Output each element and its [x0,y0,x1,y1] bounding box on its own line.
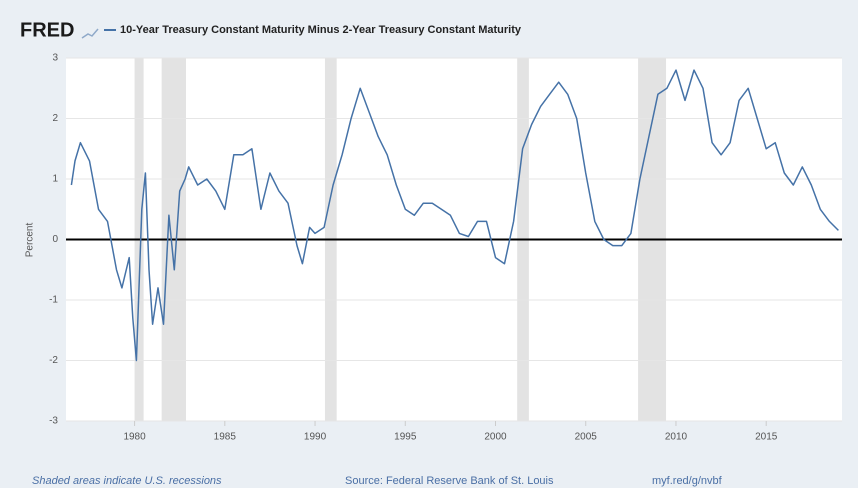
x-tick-label: 1995 [394,432,417,443]
y-tick-label: -1 [49,295,58,306]
data-line [70,69,839,362]
x-tick-label: 2005 [575,432,598,443]
y-tick-label: 2 [52,113,58,124]
y-tick-label: -3 [49,416,58,427]
logo-icon [81,28,99,39]
y-tick-label: 1 [52,174,58,185]
source: Source: Federal Reserve Bank of St. Loui… [345,475,554,487]
y-tick-label: 3 [52,53,58,64]
footnote: Shaded areas indicate U.S. recessions [32,475,222,487]
y-tick-label: -2 [49,355,58,366]
x-tick-label: 2015 [755,432,778,443]
link[interactable]: myf.red/g/nvbf [652,475,723,487]
y-tick-label: 0 [52,234,58,245]
x-tick-label: 1985 [214,432,237,443]
x-tick-label: 1980 [123,432,146,443]
y-axis-label: Percent [25,223,36,258]
x-tick-label: 2000 [484,432,507,443]
x-tick-label: 1990 [304,432,327,443]
logo: FRED [20,19,74,41]
legend-label: 10-Year Treasury Constant Maturity Minus… [120,24,522,36]
x-tick-label: 2010 [665,432,688,443]
